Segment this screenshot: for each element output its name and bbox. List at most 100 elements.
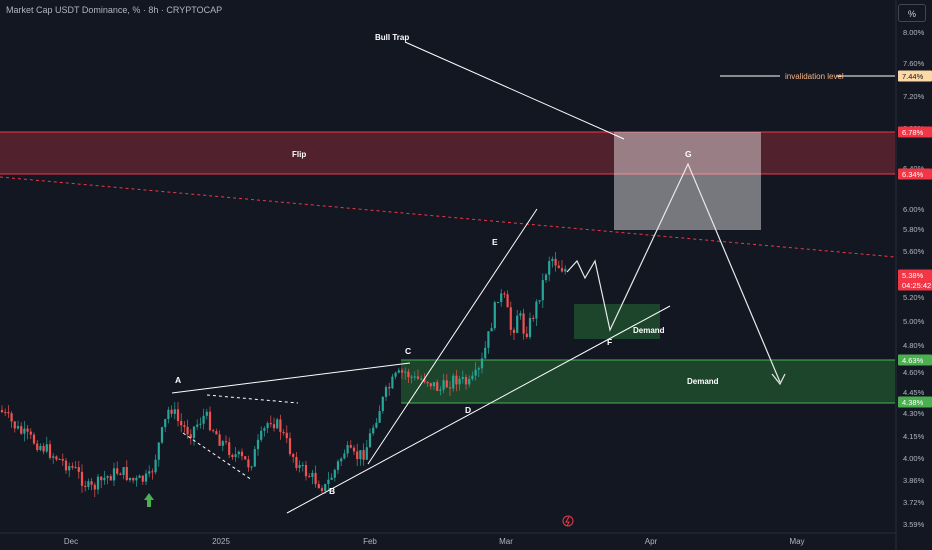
price-badge-demand: 4.63% bbox=[898, 354, 932, 366]
candle-body bbox=[484, 347, 487, 359]
flip-zone-label: Flip bbox=[292, 150, 306, 159]
price-badge-zone: 6.34% bbox=[898, 168, 932, 180]
y-tick-label: 4.80% bbox=[903, 341, 925, 350]
y-tick-label: 3.86% bbox=[903, 476, 925, 485]
bull-trap-label: Bull Trap bbox=[375, 33, 409, 42]
x-tick-label: Mar bbox=[499, 537, 513, 546]
y-tick-label: 7.20% bbox=[903, 92, 925, 101]
candles bbox=[0, 252, 567, 498]
wedge-lower-line bbox=[286, 305, 671, 514]
candle-body bbox=[423, 378, 426, 383]
candle-body bbox=[407, 371, 410, 378]
y-tick-label: 4.30% bbox=[903, 409, 925, 418]
candle-body bbox=[39, 445, 42, 450]
candle-body bbox=[87, 481, 90, 488]
candle-body bbox=[301, 464, 304, 466]
candle-body bbox=[231, 454, 234, 458]
candle-body bbox=[516, 315, 519, 333]
candle-body bbox=[196, 424, 199, 427]
candle-body bbox=[269, 423, 272, 425]
candle-body bbox=[55, 456, 58, 460]
candle-body bbox=[58, 459, 61, 461]
candle-body bbox=[320, 488, 324, 492]
y-tick-label: 5.80% bbox=[903, 225, 925, 234]
wave-label-g: G bbox=[685, 149, 692, 159]
candle-body bbox=[10, 413, 13, 422]
candle-body bbox=[122, 467, 125, 475]
candle-body bbox=[525, 333, 528, 338]
buy-signal-arrow-icon bbox=[144, 493, 154, 507]
candle-body bbox=[381, 396, 384, 412]
candle-body bbox=[477, 368, 480, 370]
candle-body bbox=[173, 409, 176, 414]
candle-body bbox=[221, 441, 224, 446]
candle-body bbox=[548, 261, 551, 275]
demand-upper-label: Demand bbox=[633, 326, 665, 335]
candle-body bbox=[32, 434, 36, 444]
y-tick-label: 4.45% bbox=[903, 388, 925, 397]
candle-body bbox=[167, 409, 170, 420]
candle-body bbox=[474, 369, 477, 376]
candle-body bbox=[228, 442, 231, 455]
event-lightning-icon[interactable] bbox=[562, 515, 574, 527]
candle-body bbox=[266, 423, 269, 429]
price-badge-price: 5.38% bbox=[898, 269, 932, 281]
candle-body bbox=[164, 419, 167, 428]
x-tick-label: Dec bbox=[64, 537, 78, 546]
candle-body bbox=[119, 473, 122, 475]
wedge-upper-line bbox=[367, 208, 538, 465]
candle-body bbox=[394, 372, 397, 377]
candle-body bbox=[468, 378, 471, 385]
candle-body bbox=[461, 377, 464, 379]
candle-body bbox=[100, 476, 103, 481]
candle-body bbox=[0, 410, 4, 413]
percent-scale-button[interactable]: % bbox=[898, 4, 926, 22]
y-tick-label: 5.60% bbox=[903, 247, 925, 256]
candle-body bbox=[304, 464, 308, 477]
y-tick-label: 4.00% bbox=[903, 454, 925, 463]
candle-body bbox=[64, 460, 68, 471]
y-tick-label: 8.00% bbox=[903, 28, 925, 37]
y-tick-label: 3.59% bbox=[903, 520, 925, 529]
candle-body bbox=[189, 434, 192, 438]
candle-body bbox=[333, 469, 336, 478]
candle-body bbox=[141, 475, 144, 482]
candle-body bbox=[80, 471, 84, 486]
candle-body bbox=[308, 476, 311, 478]
candle-body bbox=[487, 331, 490, 348]
candle-body bbox=[23, 428, 26, 434]
candle-body bbox=[224, 441, 228, 443]
candle-body bbox=[426, 382, 429, 384]
candle-body bbox=[327, 479, 330, 485]
price-badge-countdown: 04:25:42 bbox=[898, 279, 932, 291]
candle-body bbox=[192, 426, 196, 438]
candle-body bbox=[420, 378, 423, 380]
candle-body bbox=[52, 456, 55, 458]
bull-trap-pointer bbox=[404, 41, 625, 140]
svg-text:04:25:42: 04:25:42 bbox=[902, 281, 931, 290]
x-tick-label: Feb bbox=[363, 537, 377, 546]
candle-body bbox=[103, 477, 106, 481]
demand-zone-upper bbox=[574, 304, 660, 339]
candle-body bbox=[77, 467, 80, 472]
y-axis-ticks: 8.00%7.60%7.20%6.80%6.40%6.00%5.80%5.60%… bbox=[903, 28, 925, 529]
candle-body bbox=[282, 432, 285, 434]
candle-body bbox=[490, 328, 493, 332]
y-tick-label: 6.00% bbox=[903, 205, 925, 214]
candle-body bbox=[493, 302, 496, 329]
candle-body bbox=[84, 485, 87, 488]
price-badge-demand: 4.38% bbox=[898, 396, 932, 408]
candle-body bbox=[445, 380, 448, 388]
candle-body bbox=[205, 411, 208, 416]
candle-body bbox=[106, 476, 109, 478]
candle-body bbox=[436, 382, 439, 391]
candle-body bbox=[356, 451, 359, 460]
y-tick-label: 5.00% bbox=[903, 317, 925, 326]
candle-body bbox=[288, 438, 292, 455]
candle-body bbox=[13, 421, 16, 429]
candle-body bbox=[202, 415, 205, 424]
candle-body bbox=[500, 293, 503, 302]
candle-body bbox=[452, 375, 455, 389]
candle-body bbox=[160, 427, 164, 443]
